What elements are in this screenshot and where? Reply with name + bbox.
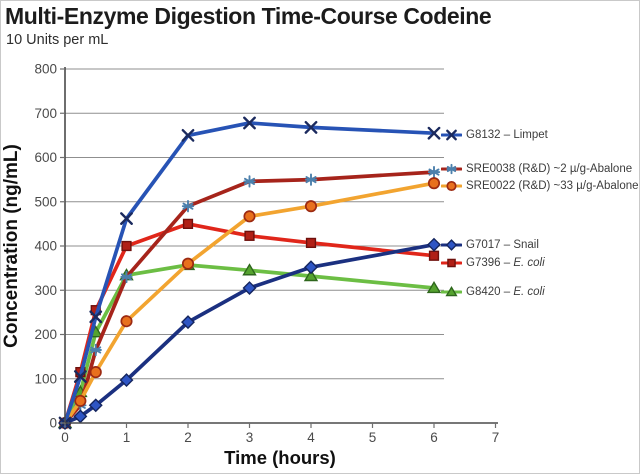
- x-marker-icon: [73, 370, 87, 383]
- asterisk-marker-icon: [120, 270, 133, 284]
- y-tick-label: 700: [34, 106, 57, 121]
- square-marker-icon: [244, 230, 255, 241]
- diamond-marker-icon: [427, 237, 441, 252]
- diamond-marker-icon: [242, 281, 257, 296]
- x-axis-label: Time (hours): [224, 447, 336, 468]
- gridlines: [65, 68, 444, 380]
- circle-marker-icon: [243, 210, 256, 223]
- diamond-marker-icon: [304, 260, 318, 275]
- y-tick-label: 400: [34, 239, 57, 254]
- y-tick-label: 800: [34, 62, 57, 77]
- x-marker-icon: [120, 212, 133, 225]
- circle-marker-icon: [74, 394, 87, 407]
- axes: 0 100 200 300 400 500 600 700 800 0 1 2 3 4 5 6 7: [34, 62, 499, 446]
- asterisk-marker-icon: [181, 200, 195, 213]
- y-axis-label: Concentration (ng/mL): [1, 144, 22, 348]
- diamond-marker-icon: [181, 315, 195, 330]
- y-tick-label: 200: [34, 327, 57, 342]
- x-marker-icon: [243, 116, 256, 130]
- series-line: [63, 121, 436, 425]
- circle-marker-icon: [427, 177, 441, 190]
- circle-marker-icon: [120, 315, 133, 328]
- circle-marker-icon: [181, 257, 195, 270]
- y-tick-label: 0: [49, 416, 57, 431]
- x-marker-icon: [304, 121, 318, 134]
- chart-title: Multi-Enzyme Digestion Time-Course Codei…: [5, 3, 492, 29]
- square-marker-icon: [182, 218, 194, 229]
- asterisk-marker-icon: [427, 165, 441, 179]
- x-tick-label: 6: [430, 430, 438, 445]
- x-tick-label: 5: [369, 430, 377, 445]
- triangle-marker-icon: [242, 263, 257, 276]
- x-tick-label: 7: [492, 430, 500, 445]
- x-tick-label: 0: [61, 430, 69, 445]
- x-marker-icon: [89, 310, 103, 324]
- asterisk-marker-icon: [243, 175, 256, 188]
- square-marker-icon: [428, 250, 440, 261]
- x-tick-label: 1: [123, 430, 131, 445]
- square-marker-icon: [305, 237, 317, 249]
- series-plot-area: [57, 116, 442, 430]
- x-marker-icon: [181, 128, 195, 142]
- circle-marker-icon: [89, 366, 102, 379]
- triangle-marker-icon: [303, 268, 319, 282]
- y-tick-label: 600: [34, 150, 57, 165]
- asterisk-marker-icon: [304, 173, 318, 186]
- triangle-marker-icon: [426, 280, 442, 294]
- x-marker-icon: [427, 126, 441, 140]
- asterisk-marker-icon: [89, 343, 102, 357]
- diamond-marker-icon: [88, 398, 103, 413]
- circle-marker-icon: [304, 200, 318, 213]
- y-tick-label: 300: [34, 283, 57, 298]
- square-marker-icon: [121, 240, 132, 252]
- chart-subtitle: 10 Units per mL: [6, 32, 109, 48]
- diamond-marker-icon: [119, 373, 134, 388]
- y-tick-label: 500: [34, 194, 57, 209]
- y-tick-label: 100: [34, 371, 57, 386]
- x-tick-label: 2: [184, 430, 192, 445]
- x-tick-label: 3: [246, 430, 254, 445]
- x-tick-label: 4: [307, 430, 315, 445]
- series-line: [63, 263, 436, 425]
